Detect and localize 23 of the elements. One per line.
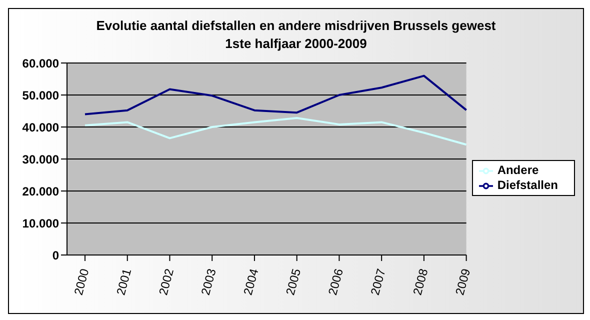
legend-label: Diefstallen — [497, 178, 558, 192]
y-tick-label: 10.000 — [22, 216, 60, 230]
x-tick-label: 2006 — [326, 266, 346, 297]
y-tick-label: 40.000 — [22, 120, 60, 134]
y-tick-label: 0 — [52, 248, 60, 262]
chart-subtitle: 1ste halfjaar 2000-2009 — [224, 35, 368, 53]
x-tick-label: 2008 — [410, 266, 431, 297]
y-tick-label: 60.000 — [22, 56, 60, 70]
x-tick-label: 2005 — [283, 266, 304, 297]
y-tick-label: 30.000 — [22, 152, 60, 166]
y-tick-label: 50.000 — [22, 88, 60, 102]
x-tick-label: 2007 — [368, 266, 388, 297]
y-tick-label: 20.000 — [22, 184, 60, 198]
legend-label: Andere — [497, 163, 539, 178]
line-series — [84, 74, 468, 116]
line-series — [84, 117, 468, 146]
x-tick-label: 2003 — [198, 266, 219, 297]
x-tick-label: 2000 — [71, 266, 92, 297]
x-tick-label: 2009 — [452, 266, 474, 297]
x-tick-label: 2002 — [156, 266, 177, 297]
x-tick-label: 2001 — [114, 266, 134, 297]
chart-title: Evolutie aantal diefstallen en andere misdrijven Brussels gewest — [95, 17, 497, 35]
x-tick-label: 2004 — [240, 266, 262, 297]
